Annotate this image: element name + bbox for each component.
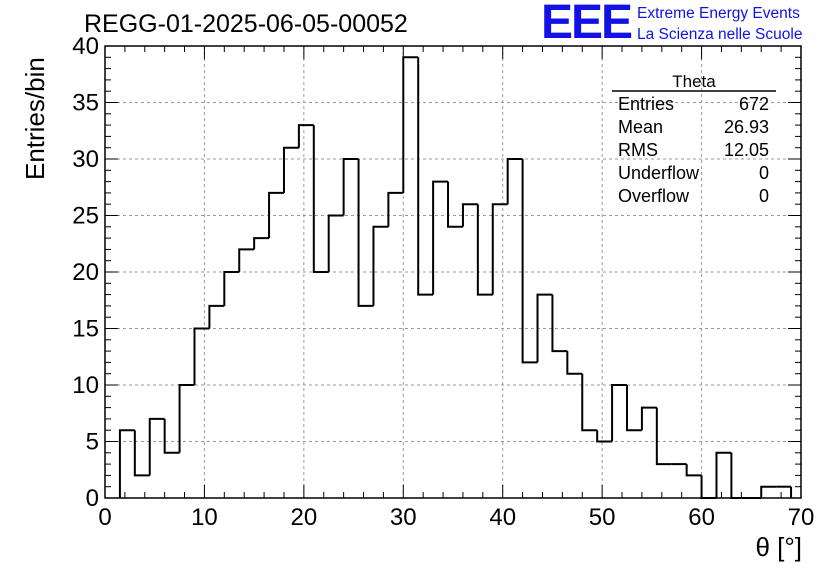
histogram-bin (611, 384, 627, 442)
histogram-bin (297, 124, 314, 148)
x-tick-label: 60 (688, 504, 715, 531)
histogram-bin (626, 385, 642, 432)
histogram-bin (760, 485, 777, 498)
histogram-bin (238, 248, 255, 272)
histogram-bin (357, 159, 374, 307)
logo-line-1: Extreme Energy Events (637, 5, 800, 22)
stats-title: Theta (672, 72, 716, 91)
histogram-bin (193, 327, 210, 385)
stats-value: 26.93 (724, 117, 769, 137)
stats-label: RMS (618, 140, 658, 160)
histogram-bin (640, 406, 657, 431)
histogram-bin (253, 237, 270, 250)
histogram-bin (536, 293, 553, 363)
tick-labels: 0 10 20 30 40 50 60 70 0 5 10 15 20 25 30 35 40 (72, 33, 814, 531)
x-axis-label: θ [°] (755, 532, 802, 562)
y-tick-label: 0 (86, 485, 99, 512)
x-tick-label: 0 (98, 504, 111, 531)
x-tick-label: 10 (191, 504, 218, 531)
histogram-bin (476, 204, 493, 296)
x-tick-label: 30 (390, 504, 417, 531)
histogram-bin (461, 203, 478, 227)
histogram-bin (596, 430, 613, 443)
histogram-bin (506, 158, 523, 205)
histogram-bin (148, 417, 165, 476)
y-tick-label: 25 (72, 203, 99, 230)
x-tick-label: 70 (788, 504, 815, 531)
histogram-bin (655, 407, 672, 466)
stats-value: 0 (759, 186, 769, 206)
histogram-bin (685, 464, 702, 477)
histogram-bin (133, 430, 150, 477)
stats-value: 0 (759, 163, 769, 183)
histogram-bin (387, 191, 404, 227)
stats-label: Underflow (618, 163, 700, 183)
histogram-bin (163, 418, 180, 454)
axis-ticks (104, 45, 802, 499)
histogram-bin (268, 191, 284, 239)
x-tick-label: 20 (291, 504, 318, 531)
histogram-bin (730, 452, 747, 499)
histogram-bin (282, 146, 299, 193)
histogram-bin (521, 159, 538, 364)
histogram-bin (208, 304, 225, 329)
y-tick-label: 5 (86, 429, 99, 456)
histogram-bin (223, 271, 240, 306)
histogram-bin (566, 351, 583, 375)
histogram-bin (342, 158, 359, 216)
eee-logo-mark: EEE (541, 0, 633, 49)
histogram-series (118, 56, 793, 499)
y-tick-label: 20 (72, 259, 99, 286)
y-tick-label: 30 (72, 146, 99, 173)
histogram-bin (551, 294, 568, 353)
stats-value: 672 (739, 94, 769, 114)
histogram-bin (417, 57, 434, 296)
y-tick-label: 35 (72, 90, 99, 117)
stats-label: Mean (618, 117, 663, 137)
histogram-bin (432, 180, 449, 295)
grid-lines (105, 46, 801, 498)
histogram-bin (327, 214, 344, 272)
histogram-bin (700, 475, 717, 499)
histogram-bin (312, 125, 329, 273)
stats-label: Entries (618, 94, 674, 114)
chart-title: REGG-01-2025-06-05-00052 (84, 10, 408, 38)
y-tick-label: 15 (72, 316, 99, 343)
histogram-bin (402, 56, 419, 193)
histogram-bin (447, 181, 463, 228)
logo-line-2: La Scienza nelle Scuole (637, 26, 803, 43)
x-tick-label: 50 (589, 504, 616, 531)
y-tick-label: 10 (72, 372, 99, 399)
histogram-bin (715, 451, 732, 498)
y-tick-label: 40 (72, 33, 99, 60)
y-axis-label: Entries/bin (20, 57, 50, 180)
stats-value: 12.05 (724, 140, 769, 160)
histogram-bin (372, 225, 389, 306)
x-tick-label: 40 (489, 504, 516, 531)
histogram-bin (178, 384, 195, 453)
stats-box: Theta Entries 672 Mean 26.93 RMS 12.05 Underflo… (612, 72, 776, 206)
histogram-bin (581, 373, 598, 432)
stats-label: Overflow (618, 186, 690, 206)
histogram-bin (491, 203, 508, 295)
histogram-bin (118, 429, 135, 498)
